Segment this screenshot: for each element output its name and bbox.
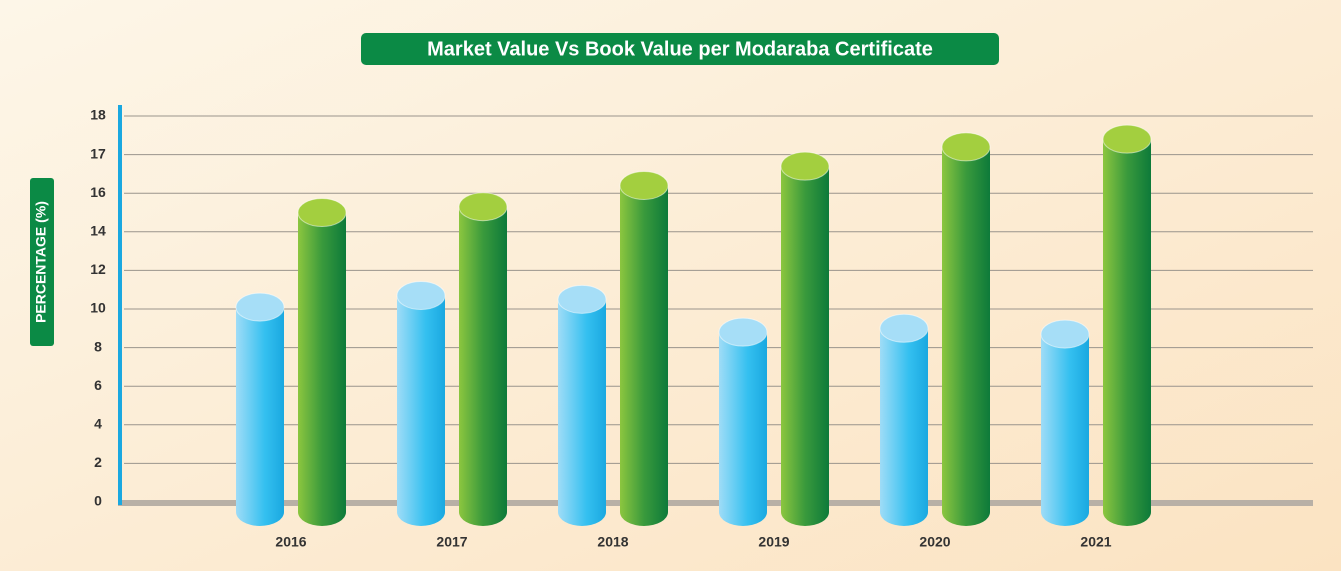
- x-tick-label: 2020: [919, 534, 950, 550]
- x-tick-label: 2017: [436, 534, 467, 550]
- bar: [459, 206, 507, 512]
- y-tick-label: 12: [90, 261, 106, 277]
- bar: [1041, 334, 1089, 512]
- bar-cap: [297, 198, 347, 227]
- bar: [558, 299, 606, 512]
- y-tick-label: 6: [94, 377, 102, 393]
- bar: [620, 185, 668, 513]
- y-tick-label: 14: [90, 223, 106, 239]
- x-tick-label: 2018: [597, 534, 628, 550]
- x-tick-label: 2021: [1080, 534, 1111, 550]
- bar-cap: [780, 151, 830, 181]
- bar: [719, 332, 767, 512]
- y-axis: [118, 105, 122, 505]
- bar-cap: [1102, 124, 1152, 154]
- bar: [397, 295, 445, 512]
- y-tick-label: 17: [90, 145, 106, 161]
- bar: [880, 328, 928, 512]
- title-box: [361, 33, 999, 65]
- y-tick-label: 0: [94, 493, 102, 509]
- bar: [298, 212, 346, 512]
- y-tick-label: 10: [90, 300, 106, 316]
- bar-cap: [941, 132, 991, 162]
- bar-cap: [879, 313, 929, 343]
- bar: [236, 307, 284, 512]
- x-tick-label: 2019: [758, 534, 789, 550]
- y-tick-label: 8: [94, 338, 102, 354]
- x-tick-label: 2016: [275, 534, 306, 550]
- bar-cap: [557, 284, 607, 314]
- chart-title: Market Value Vs Book Value per Modaraba …: [427, 38, 933, 60]
- baseline: [118, 500, 1313, 506]
- y-tick-label: 16: [90, 184, 106, 200]
- y-tick-label: 18: [90, 107, 106, 123]
- y-axis-label: PERCENTAGE (%): [33, 201, 49, 323]
- bar: [781, 166, 829, 512]
- y-tick-label: 2: [94, 454, 102, 470]
- bar-cap: [1040, 319, 1090, 349]
- bar: [942, 146, 990, 512]
- bar: [1103, 139, 1151, 512]
- y-label-box: [30, 178, 54, 346]
- bar-cap: [396, 280, 446, 310]
- bar-cap: [619, 170, 669, 200]
- bar-cap: [458, 192, 508, 222]
- bar-cap: [235, 292, 285, 322]
- bar-cap: [718, 317, 768, 347]
- y-tick-label: 4: [94, 416, 102, 432]
